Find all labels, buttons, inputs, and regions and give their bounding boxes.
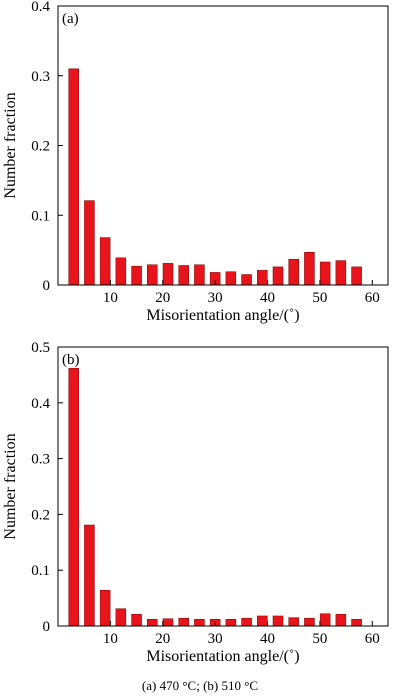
x-tick-label: 50 [312,290,327,306]
bar [131,265,142,286]
bar [84,200,95,286]
bar [147,619,158,627]
y-tick-label: 0.4 [31,0,50,15]
chart-panel-a: 10 20 30 40 50 60 0 0.1 0.2 0.3 0.4 (a) Misorientati… [2,0,389,324]
y-tick-label: 0.4 [31,396,50,412]
bar [335,260,347,286]
x-tick-label: 20 [155,631,170,647]
bar [304,251,315,286]
y-tick-label: 0.5 [31,340,50,356]
bar [194,619,205,627]
bar [257,615,268,627]
bar [319,613,331,627]
bar [162,618,174,627]
x-tick-label: 30 [208,631,223,647]
bar [272,615,284,627]
x-tick-label: 40 [260,290,275,306]
bar [225,619,237,627]
y-tick-label: 0.1 [31,563,50,579]
bar [178,265,189,286]
x-tick-label: 40 [260,631,275,647]
y-tick-label: 0.3 [31,452,50,468]
bar [225,271,237,286]
x-tick-label: 60 [365,290,380,306]
bar [68,68,79,286]
x-tick-label: 60 [365,631,380,647]
x-tick-label: 20 [155,290,170,306]
y-axis-label: Number fraction [2,92,19,198]
bar [351,266,362,286]
bar [147,264,158,286]
bar [178,617,189,627]
bar [241,274,252,286]
x-axis-label: Misorientation angle/(˚) [146,307,299,324]
chart-panel-b: 10 20 30 40 50 60 0 0.1 0.2 0.3 0.4 0.5 (b) Misorient… [2,340,389,665]
x-axis-label: Misorientation angle/(˚) [146,648,299,665]
x-tick-label: 30 [208,290,223,306]
bar [162,263,174,286]
bar [241,617,252,627]
bar [304,617,315,627]
y-tick-label: 0.2 [31,507,50,523]
y-axis-label: Number fraction [2,433,19,539]
x-tick-label: 10 [103,631,118,647]
bar [131,614,142,627]
y-tick-label: 0 [43,619,51,635]
x-tick-label: 10 [103,290,118,306]
bar [68,367,79,627]
figure-caption: (a) 470 °C; (b) 510 °C [142,678,258,693]
bar [257,270,268,286]
plot-frame [57,346,389,627]
bar [335,614,347,627]
bar [272,266,284,286]
bar [99,590,111,627]
bar [288,617,299,627]
y-tick-label: 0.2 [31,139,50,155]
y-tick-label: 0.1 [31,208,50,224]
panel-label: (a) [62,11,79,27]
bar [288,258,299,286]
bar [194,264,205,286]
bar [115,257,127,286]
bar [351,619,362,627]
panel-label: (b) [62,352,80,368]
bar [99,237,111,286]
bar [319,261,331,286]
x-tick-label: 50 [312,631,327,647]
bar [115,608,127,627]
bar [84,524,95,627]
y-tick-label: 0 [43,278,51,294]
y-tick-label: 0.3 [31,69,50,85]
